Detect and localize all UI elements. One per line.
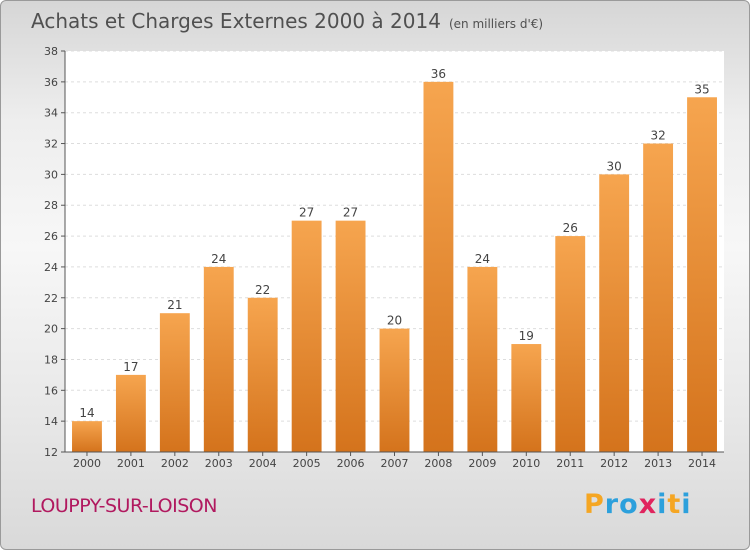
bar-2002 bbox=[159, 313, 190, 452]
data-label-2001: 17 bbox=[123, 360, 138, 374]
axes bbox=[61, 50, 724, 456]
data-label-2007: 20 bbox=[387, 314, 402, 328]
data-label-2005: 27 bbox=[299, 206, 314, 220]
y-tick-label: 38 bbox=[44, 45, 58, 58]
bar-2010 bbox=[511, 344, 542, 452]
logo-letter: o bbox=[619, 489, 639, 520]
data-label-2002: 21 bbox=[167, 298, 182, 312]
proxiti-logo[interactable]: Proxiti bbox=[584, 489, 692, 520]
bar-2014 bbox=[687, 97, 717, 453]
data-label-2003: 24 bbox=[211, 252, 226, 266]
commune-name: LOUPPY-SUR-LOISON bbox=[31, 495, 217, 517]
x-tick-label-2005: 2005 bbox=[293, 457, 321, 470]
data-label-2012: 30 bbox=[607, 159, 622, 173]
bar-2004 bbox=[247, 297, 278, 452]
labels: 12 14 16 18 20 22 24 26 28 30 32 34 36 38 14 2000 17 2001… bbox=[44, 45, 716, 470]
x-tick-label-2003: 2003 bbox=[205, 457, 233, 470]
x-tick-label-2010: 2010 bbox=[512, 457, 540, 470]
data-label-2014: 35 bbox=[694, 82, 709, 96]
bar-2005 bbox=[291, 220, 322, 452]
y-tick-label: 12 bbox=[44, 446, 58, 459]
bar-2006 bbox=[335, 220, 366, 452]
chart-subtitle: (en milliers d'€) bbox=[448, 17, 544, 31]
x-tick-label-2009: 2009 bbox=[468, 457, 496, 470]
y-tick-label: 20 bbox=[44, 323, 58, 336]
logo-letter: t bbox=[667, 489, 682, 520]
logo-letter: P bbox=[584, 489, 605, 520]
y-tick-label: 32 bbox=[44, 138, 58, 151]
logo-letter: i bbox=[681, 489, 692, 520]
logo-letter: x bbox=[638, 489, 658, 520]
x-tick-label-2014: 2014 bbox=[688, 457, 716, 470]
bar-2011 bbox=[555, 236, 586, 452]
logo-letter: i bbox=[657, 489, 668, 520]
bar-2013 bbox=[643, 143, 674, 453]
y-tick-label: 22 bbox=[44, 292, 58, 305]
x-tick-label-2001: 2001 bbox=[117, 457, 145, 470]
y-tick-label: 26 bbox=[44, 230, 58, 243]
chart-title-text: Achats et Charges Externes 2000 à 2014 bbox=[31, 9, 441, 33]
chart-title: Achats et Charges Externes 2000 à 2014 (e… bbox=[31, 9, 543, 33]
y-tick-label: 34 bbox=[44, 107, 58, 120]
data-label-2010: 19 bbox=[519, 329, 534, 343]
y-tick-label: 24 bbox=[44, 261, 58, 274]
y-tick-label: 14 bbox=[44, 415, 58, 428]
x-tick-label-2008: 2008 bbox=[424, 457, 452, 470]
bar-2007 bbox=[379, 328, 410, 452]
bars bbox=[72, 81, 717, 453]
bar-2008 bbox=[423, 81, 454, 452]
x-tick-label-2006: 2006 bbox=[337, 457, 365, 470]
y-tick-label: 18 bbox=[44, 353, 58, 366]
bar-2003 bbox=[203, 266, 234, 452]
bar-2000 bbox=[72, 421, 102, 452]
bar-2009 bbox=[467, 266, 498, 452]
x-tick-label-2007: 2007 bbox=[381, 457, 409, 470]
data-label-2011: 26 bbox=[563, 221, 578, 235]
y-tick-label: 36 bbox=[44, 76, 58, 89]
logo-letter: r bbox=[604, 489, 620, 520]
x-tick-label-2002: 2002 bbox=[161, 457, 189, 470]
x-tick-label-2012: 2012 bbox=[600, 457, 628, 470]
data-label-2013: 32 bbox=[650, 129, 665, 143]
data-label-2004: 22 bbox=[255, 283, 270, 297]
y-tick-label: 16 bbox=[44, 384, 58, 397]
x-tick-label-2013: 2013 bbox=[644, 457, 672, 470]
data-label-2000: 14 bbox=[79, 406, 94, 420]
data-label-2009: 24 bbox=[475, 252, 490, 266]
x-tick-label-2000: 2000 bbox=[73, 457, 101, 470]
data-label-2006: 27 bbox=[343, 206, 358, 220]
x-tick-label-2011: 2011 bbox=[556, 457, 584, 470]
bar-2001 bbox=[115, 374, 146, 452]
bar-2012 bbox=[599, 174, 630, 452]
data-label-2008: 36 bbox=[431, 67, 446, 81]
x-tick-label-2004: 2004 bbox=[249, 457, 277, 470]
y-tick-label: 28 bbox=[44, 199, 58, 212]
y-tick-label: 30 bbox=[44, 168, 58, 181]
